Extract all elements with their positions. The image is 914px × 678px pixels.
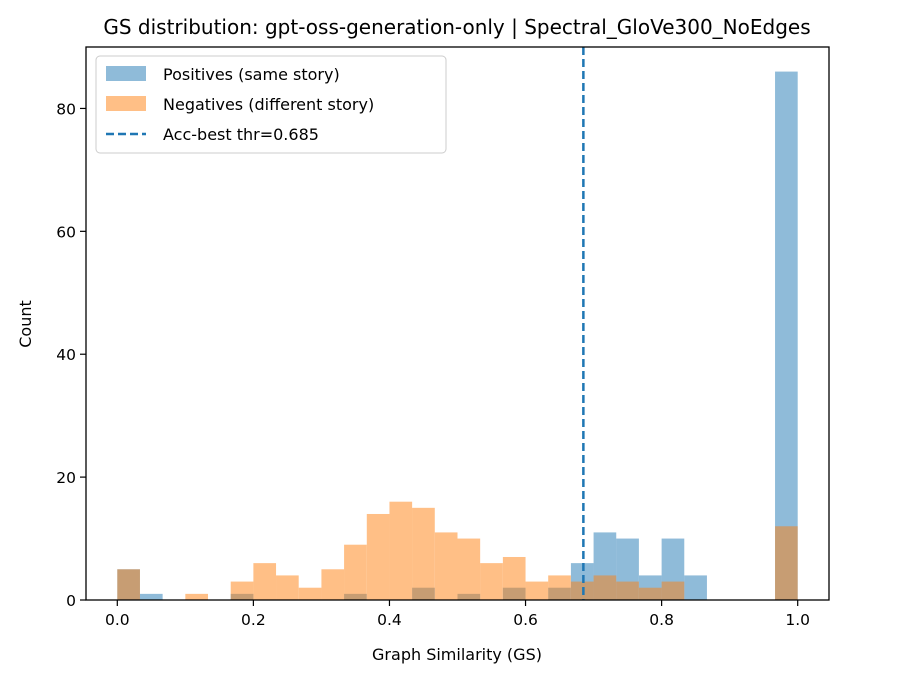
negative-bar-18 [593, 575, 617, 600]
legend: Positives (same story) Negatives (differ… [95, 55, 447, 154]
negative-bar-1 [185, 593, 208, 600]
x-tick-label: 1.0 [785, 611, 810, 629]
positive-bar-13 [684, 575, 707, 600]
legend-swatch-positives [106, 66, 146, 81]
negative-bar-19 [616, 581, 639, 600]
negative-bar-15 [525, 581, 549, 600]
y-tick-label: 60 [56, 223, 76, 241]
negative-bar-21 [661, 581, 685, 600]
positive-bar-1 [139, 593, 163, 600]
negative-bar-12 [457, 538, 481, 600]
x-tick-label: 0.4 [377, 611, 402, 629]
plot-frame [85, 46, 830, 601]
legend-label-positives: Positives (same story) [163, 65, 340, 84]
negative-bar-9 [389, 501, 413, 600]
negative-bar-8 [366, 513, 390, 600]
y-axis-ticks: 0 20 40 60 80 [56, 100, 86, 610]
y-axis-label: Count [16, 300, 35, 348]
negative-bar-0 [117, 569, 140, 600]
negative-bar-22 [775, 526, 798, 600]
negative-bar-2 [230, 581, 254, 600]
legend-swatch-negatives [106, 96, 146, 111]
legend-label-negatives: Negatives (different story) [163, 95, 374, 114]
negative-bar-10 [412, 507, 435, 600]
positive-bar-14 [775, 71, 798, 600]
x-axis-ticks: 0.0 0.2 0.4 0.6 0.8 1.0 [105, 600, 810, 629]
negative-bar-5 [298, 587, 322, 600]
y-tick-label: 40 [56, 346, 76, 364]
negative-bar-4 [276, 575, 299, 600]
legend-label-threshold: Acc-best thr=0.685 [163, 125, 319, 144]
x-tick-label: 0.6 [513, 611, 538, 629]
y-tick-label: 0 [66, 592, 76, 610]
x-tick-label: 0.8 [649, 611, 674, 629]
plot-bars [117, 71, 798, 600]
x-tick-label: 0.0 [105, 611, 130, 629]
x-tick-label: 0.2 [241, 611, 266, 629]
negative-bar-16 [548, 575, 571, 600]
y-tick-label: 80 [56, 100, 76, 118]
x-axis-label: Graph Similarity (GS) [372, 645, 542, 664]
negative-bar-11 [434, 532, 458, 600]
negative-bar-20 [638, 587, 662, 600]
negative-bar-14 [502, 556, 526, 600]
negative-bar-13 [480, 563, 503, 600]
negative-bar-6 [321, 569, 345, 600]
negative-bar-7 [344, 544, 367, 600]
negative-bar-3 [253, 563, 277, 600]
y-tick-label: 20 [56, 469, 76, 487]
chart-title: GS distribution: gpt-oss-generation-only… [103, 15, 810, 39]
legend-box [95, 55, 447, 154]
